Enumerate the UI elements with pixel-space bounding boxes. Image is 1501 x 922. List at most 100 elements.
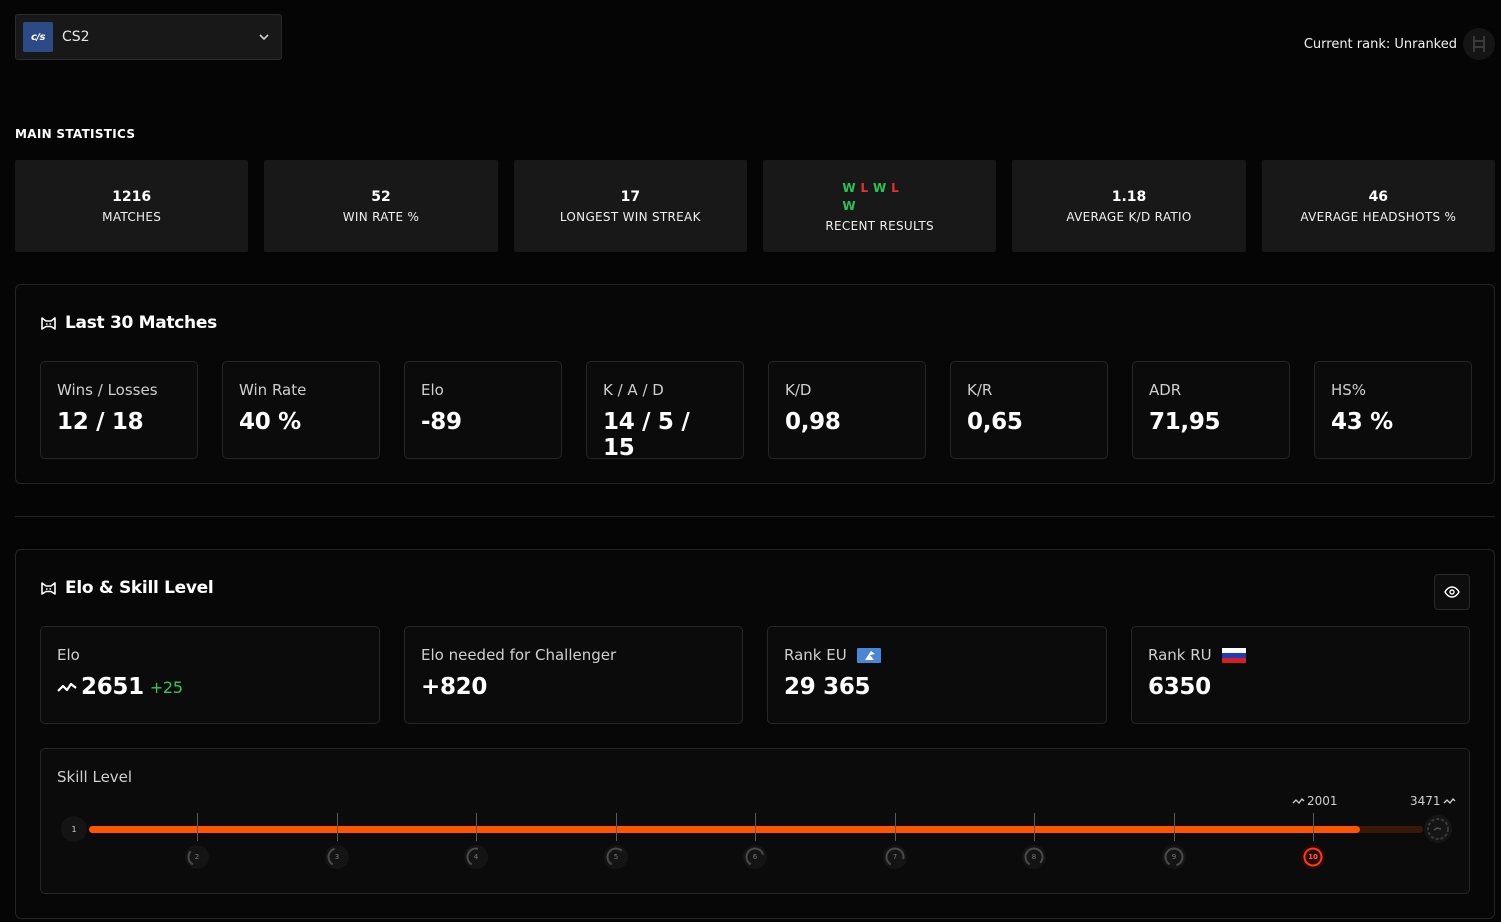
- stat-kr: K/R 0,65: [950, 361, 1108, 459]
- rank-ru-label: Rank RU: [1148, 646, 1212, 664]
- stat-kd: K/D 0,98: [768, 361, 926, 459]
- stat-value: 52: [371, 189, 391, 205]
- trend-icon: [1292, 798, 1305, 804]
- result-loss: L: [891, 181, 902, 195]
- stat-label: MATCHES: [102, 210, 162, 224]
- stat-label: Elo: [421, 381, 444, 399]
- stat-value: 40 %: [239, 409, 301, 435]
- challenger-badge-icon: [1424, 815, 1452, 843]
- stat-label: LONGEST WIN STREAK: [559, 210, 701, 224]
- faceit-icon: [41, 316, 56, 330]
- last-matches-stats: Wins / Losses 12 / 18 Win Rate 40 % Elo …: [40, 361, 1472, 461]
- stat-card-kd-ratio: 1.18 AVERAGE K/D RATIO: [1012, 160, 1246, 252]
- elo-card: Elo 2651 +25: [40, 626, 380, 724]
- level-9-badge: 9: [1162, 845, 1186, 869]
- chevron-down-icon: [259, 34, 269, 41]
- elo-value-row: 2651 +25: [57, 674, 363, 700]
- trend-icon: [57, 682, 77, 692]
- skill-level-label: Skill Level: [57, 768, 133, 786]
- stat-value: 71,95: [1149, 409, 1221, 435]
- stat-value: 1.18: [1111, 189, 1147, 205]
- rank-badge-icon: [1463, 28, 1495, 60]
- level-10-badge: 10: [1301, 845, 1325, 869]
- elo-delta: +25: [149, 677, 183, 697]
- elo-value: 2651: [81, 674, 144, 700]
- stat-card-win-streak: 17 LONGEST WIN STREAK: [513, 160, 747, 252]
- cs-logo-icon: c/s: [23, 22, 53, 52]
- visibility-toggle-button[interactable]: [1434, 574, 1470, 610]
- level-tick: [197, 813, 198, 841]
- trend-icon: [1443, 798, 1456, 804]
- result-loss: L: [860, 181, 872, 195]
- stat-value: 0,98: [785, 409, 841, 435]
- result-win: W: [842, 181, 859, 195]
- level-tick: [1174, 813, 1175, 841]
- stat-label: Elo needed for Challenger: [421, 646, 617, 664]
- challenger-elo-value: 3471: [1410, 794, 1441, 808]
- result-win: W: [842, 199, 859, 213]
- stat-label: Win Rate: [239, 381, 307, 399]
- stat-value: 46: [1368, 189, 1389, 205]
- main-statistics-title: MAIN STATISTICS: [15, 127, 136, 141]
- current-rank: Current rank: Unranked: [1304, 28, 1495, 60]
- stat-label: HS%: [1331, 381, 1367, 399]
- stat-card-win-rate: 52 WIN RATE %: [264, 160, 498, 252]
- level-tick: [476, 813, 477, 841]
- stat-label: RECENT RESULTS: [825, 219, 934, 233]
- rank-eu-label: Rank EU: [784, 646, 847, 664]
- stat-label: Elo: [57, 646, 80, 664]
- stat-hs: HS% 43 %: [1314, 361, 1472, 459]
- stat-label: Wins / Losses: [57, 381, 158, 399]
- stat-value: +820: [421, 674, 488, 700]
- stat-label: K / A / D: [603, 381, 664, 399]
- challenger-card: Elo needed for Challenger +820: [404, 626, 743, 724]
- level10-min-value: 2001: [1307, 794, 1338, 808]
- stat-value: 0,65: [967, 409, 1023, 435]
- rank-ru-card: Rank RU 6350: [1131, 626, 1470, 724]
- challenger-marker: 3471: [1410, 794, 1456, 808]
- stat-value: 12 / 18: [57, 409, 144, 435]
- result-win: W: [873, 181, 890, 195]
- eu-flag-icon: [857, 648, 882, 663]
- level-tick: [1034, 813, 1035, 841]
- level-8-badge: 8: [1022, 845, 1046, 869]
- stat-label: AVERAGE HEADSHOTS %: [1300, 210, 1457, 224]
- recent-results: W L W L W: [842, 179, 917, 215]
- eye-icon: [1444, 586, 1460, 598]
- level10-min-marker: 2001: [1292, 794, 1338, 808]
- elo-skill-title: Elo & Skill Level: [65, 578, 214, 598]
- stat-elo: Elo -89: [404, 361, 562, 459]
- stat-win-rate: Win Rate 40 %: [222, 361, 380, 459]
- level-tick: [616, 813, 617, 841]
- level-tick: [895, 813, 896, 841]
- elo-stats: Elo 2651 +25 Elo needed for Challenger +…: [40, 626, 1470, 724]
- stat-card-matches: 1216 MATCHES: [15, 160, 249, 252]
- stat-value: 17: [620, 189, 641, 205]
- rank-eu-card: Rank EU 29 365: [767, 626, 1107, 724]
- game-name: CS2: [62, 29, 90, 45]
- stat-label: AVERAGE K/D RATIO: [1066, 210, 1192, 224]
- stat-value: 6350: [1148, 674, 1211, 700]
- stat-card-headshots: 46 AVERAGE HEADSHOTS %: [1261, 160, 1495, 252]
- stat-adr: ADR 71,95: [1132, 361, 1290, 459]
- level-2-badge: 2: [185, 845, 209, 869]
- stat-kad: K / A / D 14 / 5 / 15: [586, 361, 744, 461]
- skill-level-card: Skill Level 2001 3471 1 2 3 4 5 6 7 8 9 10: [40, 748, 1470, 894]
- game-selector[interactable]: c/s CS2: [15, 14, 282, 60]
- level-tick: [337, 813, 338, 841]
- section-divider: [15, 516, 1495, 517]
- main-statistics: 1216 MATCHES 52 WIN RATE % 17 LONGEST WI…: [15, 160, 1495, 252]
- current-rank-label: Current rank: Unranked: [1303, 36, 1457, 52]
- level-5-badge: 5: [604, 845, 628, 869]
- stat-value: 1216: [112, 189, 152, 205]
- stat-value: -89: [421, 409, 462, 435]
- elo-skill-panel: Elo & Skill Level Elo 2651 +25 Elo neede…: [15, 549, 1495, 919]
- stat-label-row: Rank RU: [1148, 646, 1453, 664]
- level-6-badge: 6: [743, 845, 767, 869]
- stat-label-row: Rank EU: [784, 646, 1090, 664]
- level-tick: [755, 813, 756, 841]
- ru-flag-icon: [1222, 648, 1247, 663]
- stat-card-recent-results: W L W L W RECENT RESULTS: [762, 160, 997, 252]
- stat-label: K/D: [785, 381, 812, 399]
- level-1-badge: 1: [61, 816, 87, 842]
